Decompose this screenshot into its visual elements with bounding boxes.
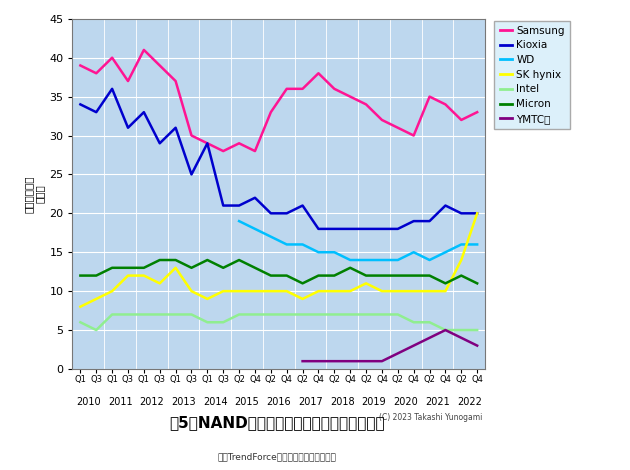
Text: 2014: 2014 [203,397,227,407]
Text: 2015: 2015 [234,397,260,407]
Text: 2022: 2022 [457,397,482,407]
Text: 2019: 2019 [362,397,386,407]
Text: 2013: 2013 [171,397,196,407]
Text: 2018: 2018 [330,397,355,407]
Text: 2020: 2020 [393,397,418,407]
Text: 2016: 2016 [266,397,291,407]
Text: 2021: 2021 [425,397,450,407]
Legend: Samsung, Kioxia, WD, SK hynix, Intel, Micron, YMTC等: Samsung, Kioxia, WD, SK hynix, Intel, Mi… [495,21,570,129]
Text: 2010: 2010 [76,397,101,407]
Text: (C) 2023 Takashi Yunogami: (C) 2023 Takashi Yunogami [379,414,483,423]
Text: 2011: 2011 [108,397,132,407]
Text: 2012: 2012 [139,397,164,407]
Text: 図5　NANDフラッシュメモリの企業別シェア: 図5 NANDフラッシュメモリの企業別シェア [169,415,385,430]
Y-axis label: 売上高シェア
（％）: 売上高シェア （％） [23,175,45,212]
Text: 出所TrendForceのデータを基に筆者作成: 出所TrendForceのデータを基に筆者作成 [218,453,336,462]
Text: 2017: 2017 [298,397,323,407]
